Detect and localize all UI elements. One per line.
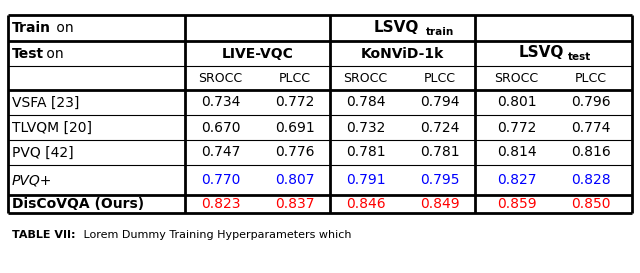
Text: LSVQ: LSVQ [519,45,564,60]
Text: PLCC: PLCC [424,72,456,85]
Text: 0.807: 0.807 [275,173,314,187]
Text: 0.828: 0.828 [571,173,611,187]
Text: 0.816: 0.816 [571,146,611,159]
Text: 0.670: 0.670 [201,120,240,135]
Text: PVQ+: PVQ+ [12,173,52,187]
Text: 0.859: 0.859 [497,197,536,211]
Text: Train: Train [12,21,51,35]
Text: 0.747: 0.747 [201,146,240,159]
Text: PVQ [42]: PVQ [42] [12,146,74,159]
Text: on: on [42,46,63,61]
Text: VSFA [23]: VSFA [23] [12,96,79,109]
Text: 0.814: 0.814 [497,146,536,159]
Text: TABLE VII:: TABLE VII: [12,230,76,240]
Text: 0.837: 0.837 [275,197,314,211]
Text: PLCC: PLCC [575,72,607,85]
Text: LSVQ: LSVQ [374,19,419,34]
Text: 0.794: 0.794 [420,96,460,109]
Text: Lorem Dummy Training Hyperparameters which: Lorem Dummy Training Hyperparameters whi… [80,230,351,240]
Text: 0.724: 0.724 [420,120,459,135]
Text: 0.801: 0.801 [497,96,536,109]
Text: Test: Test [12,46,44,61]
Text: 0.776: 0.776 [275,146,314,159]
Text: SROCC: SROCC [198,72,243,85]
Text: 0.732: 0.732 [346,120,385,135]
Text: PLCC: PLCC [278,72,310,85]
Text: on: on [52,21,74,35]
Text: 0.823: 0.823 [201,197,240,211]
Text: LIVE-VQC: LIVE-VQC [221,46,293,61]
Text: 0.846: 0.846 [346,197,385,211]
Text: 0.734: 0.734 [201,96,240,109]
Text: 0.784: 0.784 [346,96,385,109]
Text: 0.849: 0.849 [420,197,460,211]
Text: 0.827: 0.827 [497,173,536,187]
Text: 0.850: 0.850 [571,197,611,211]
Text: TLVQM [20]: TLVQM [20] [12,120,92,135]
Text: 0.772: 0.772 [497,120,536,135]
Text: 0.796: 0.796 [571,96,611,109]
Text: 0.770: 0.770 [201,173,240,187]
Text: KoNViD-1k: KoNViD-1k [361,46,444,61]
Text: 0.772: 0.772 [275,96,314,109]
Text: 0.781: 0.781 [346,146,385,159]
Text: SROCC: SROCC [344,72,388,85]
Text: 0.791: 0.791 [346,173,385,187]
Text: SROCC: SROCC [495,72,539,85]
Text: 0.795: 0.795 [420,173,460,187]
Text: train: train [426,27,454,37]
Text: test: test [568,52,591,63]
Text: 0.774: 0.774 [571,120,610,135]
Text: 0.781: 0.781 [420,146,460,159]
Text: 0.691: 0.691 [275,120,314,135]
Text: DisCoVQA (Ours): DisCoVQA (Ours) [12,197,144,211]
